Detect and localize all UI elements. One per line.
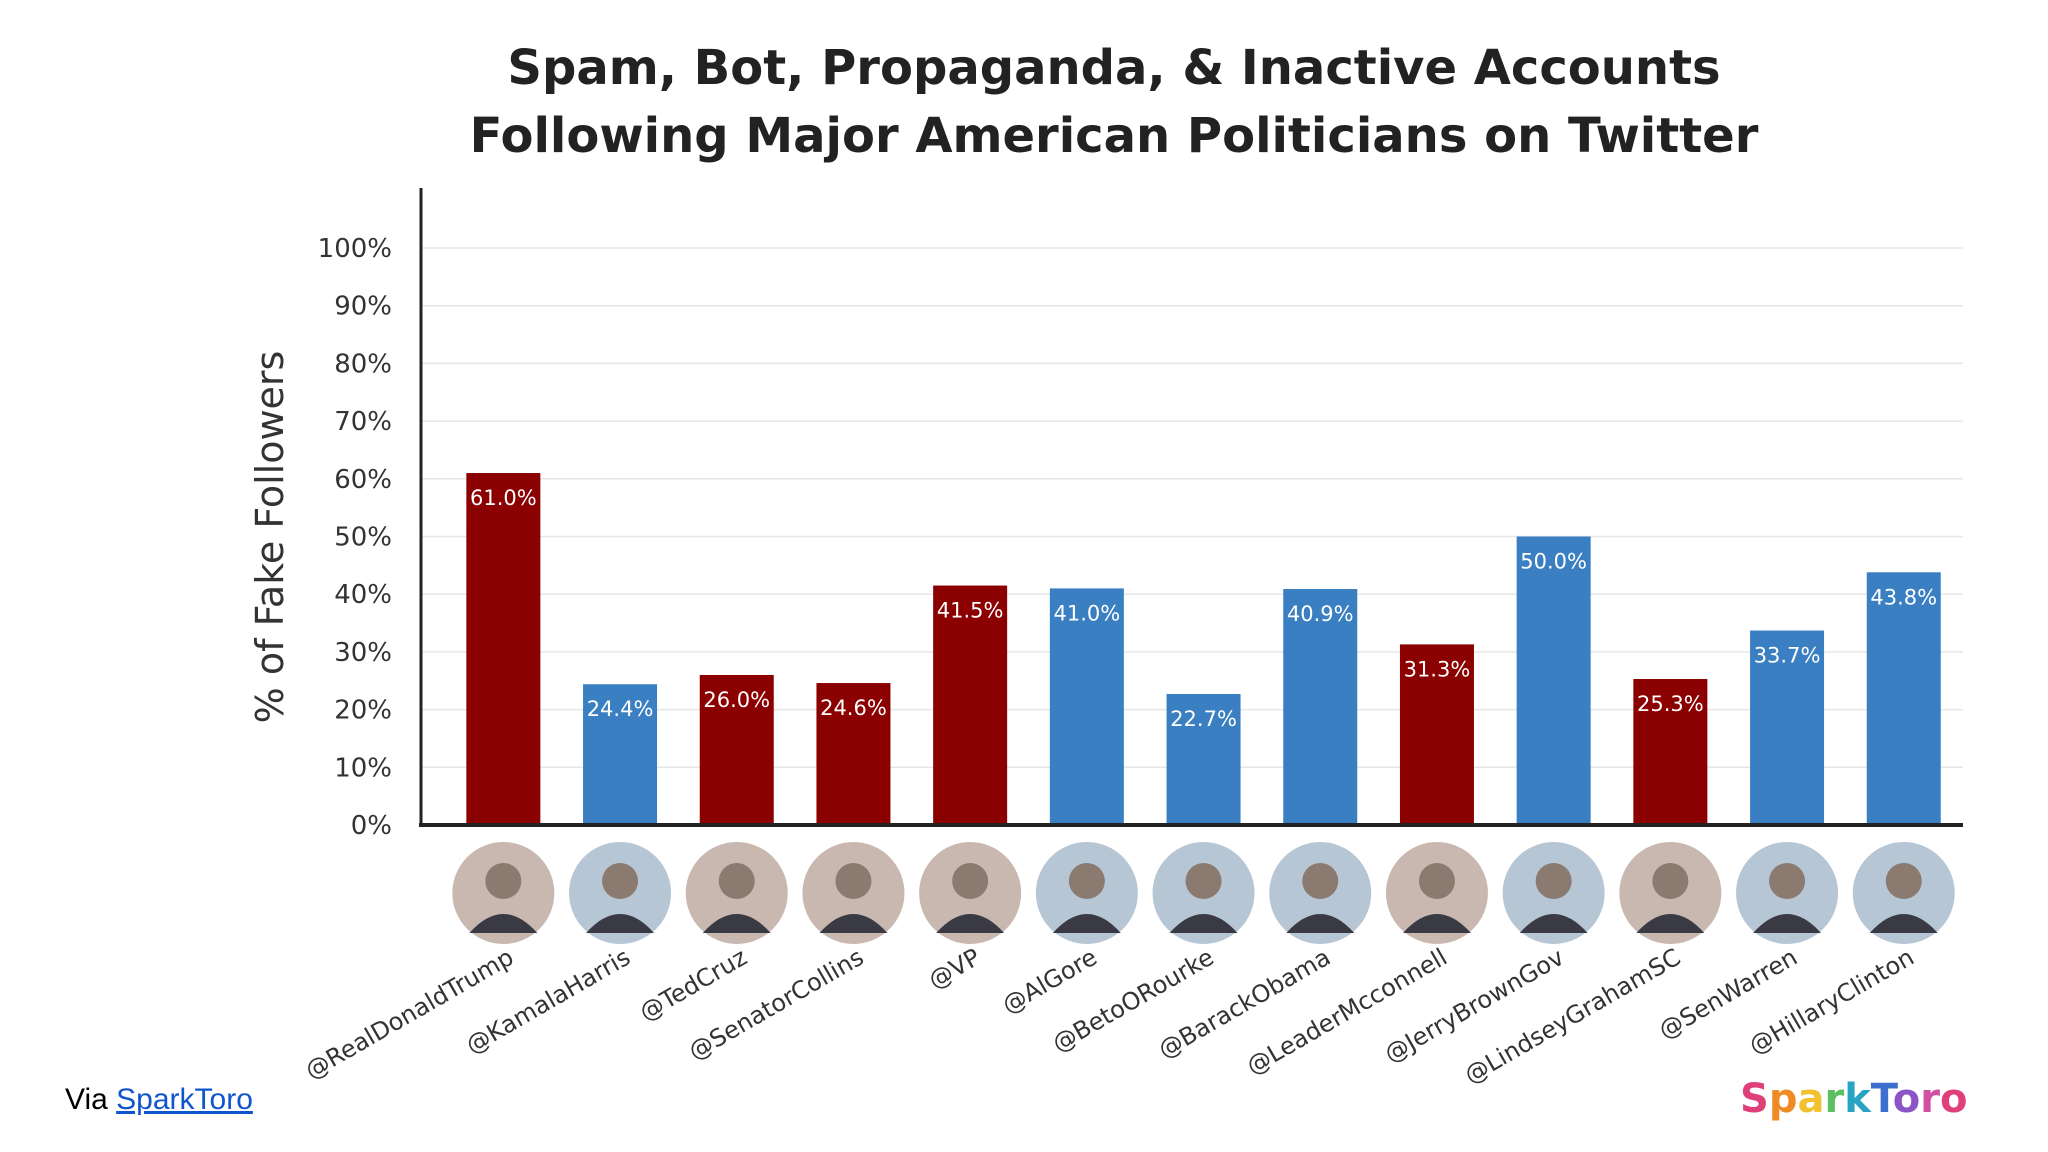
bar [1516,536,1591,825]
bar [1866,572,1941,825]
avatar [567,840,674,946]
category-labels: @RealDonaldTrump@KamalaHarris @TedCruz@Se… [300,943,1918,1089]
bar-value-label: 26.0% [703,688,770,712]
avatar [450,840,557,946]
avatar [1850,840,1957,946]
bar-value-label: 50.0% [1520,550,1587,574]
bar-value-label: 22.7% [1170,707,1237,731]
chart-title-line-1: Spam, Bot, Propaganda, & Inactive Accoun… [507,40,1720,96]
bar-value-label: 41.5% [937,599,1004,623]
credit-prefix: Via [65,1083,117,1116]
bar-value-label: 40.9% [1287,602,1354,626]
logo-letter: r [1920,1076,1940,1122]
bar-value-label: 43.8% [1870,585,1937,609]
avatar [1150,840,1257,946]
y-tick-label: 70% [334,407,392,437]
sparktoro-logo: SparkToro [1740,1076,1967,1122]
sparktoro-link[interactable]: SparkToro [116,1083,253,1116]
logo-letter: p [1769,1076,1798,1122]
avatar [1267,840,1374,946]
logo-letter: a [1797,1076,1824,1122]
logo-letter: o [1893,1076,1920,1122]
bar-value-label: 24.4% [587,697,654,721]
category-label: @VP [924,943,986,995]
y-tick-label: 0% [351,811,392,841]
gridlines [421,247,1963,769]
bar [466,473,541,825]
logo-letter: S [1740,1076,1769,1122]
category-label: @LindseyGrahamSC [1460,943,1686,1089]
bar [1399,644,1474,825]
bar [816,683,891,825]
y-tick-label: 40% [334,580,392,610]
avatar [1500,840,1607,946]
y-axis-label: % of Fake Followers [248,351,292,724]
category-label: @LeaderMcconnell [1242,943,1452,1081]
bar [1166,694,1241,825]
bar [1283,589,1358,825]
logo-letter: k [1844,1076,1872,1122]
bar-value-label: 33.7% [1754,644,1821,668]
y-tick-label: 90% [334,292,392,322]
avatar [1734,840,1841,946]
bar-value-label: 25.3% [1637,692,1704,716]
avatar [1617,840,1724,946]
avatar [1033,840,1140,946]
y-tick-label: 100% [318,234,392,264]
bar [699,674,774,825]
y-tick-label: 80% [334,349,392,379]
bar [1049,588,1124,825]
logo-letter: o [1940,1076,1967,1122]
y-tick-label: 10% [334,753,392,783]
avatars [450,840,1957,946]
avatar [917,840,1024,946]
bar [583,684,658,825]
y-tick-label: 60% [334,465,392,495]
bar-value-label: 31.3% [1404,657,1471,681]
bar-value-label: 61.0% [470,486,537,510]
bar-value-label: 41.0% [1053,601,1120,625]
bars: 61.0% 24.4% 26.0% 24.6% 41.5% 41.0% 22.7% 40.9%… [466,473,1941,825]
bar [933,585,1008,825]
avatar [1383,840,1490,946]
y-tick-label: 20% [334,696,392,726]
category-label: @RealDonaldTrump [300,943,518,1085]
y-tick-label: 50% [334,523,392,553]
y-tick-label: 30% [334,638,392,668]
y-ticks: 0% 10% 20% 30% 40% 50% 60% 70% 80% 90% 100% [318,234,392,841]
bar [1633,679,1708,825]
category-label: @AlGore [997,943,1101,1019]
bar-value-label: 24.6% [820,696,887,720]
source-credit: Via SparkToro [65,1083,253,1117]
chart-title-line-2: Following Major American Politicians on … [470,108,1759,164]
avatar [683,840,790,946]
bar [1750,630,1825,825]
logo-letter: r [1824,1076,1844,1122]
avatar [800,840,907,946]
